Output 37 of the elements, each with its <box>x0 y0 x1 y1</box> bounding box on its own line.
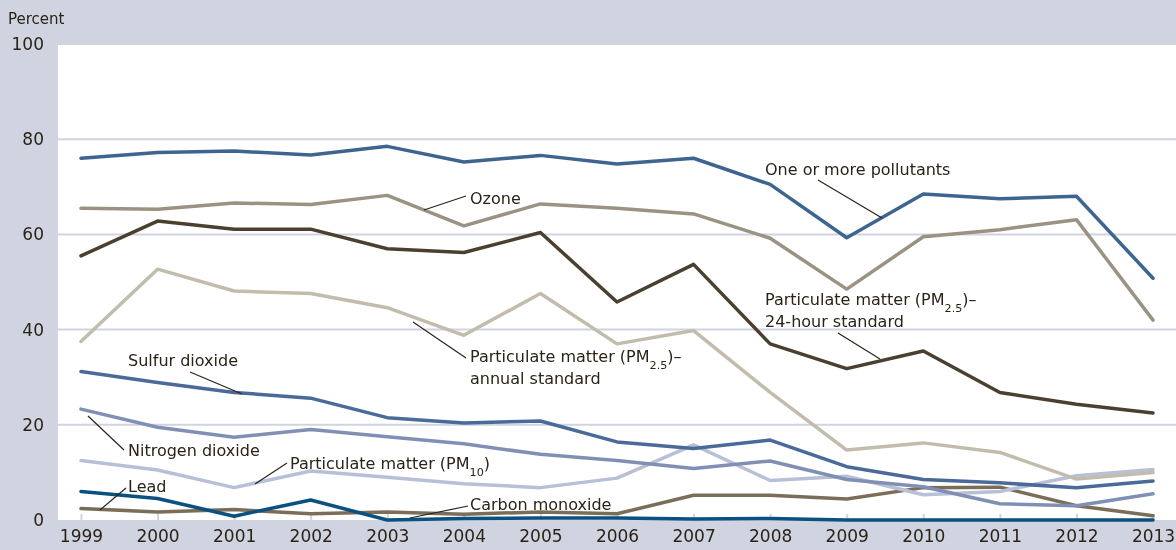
series-label: Sulfur dioxide <box>128 351 238 370</box>
line-series <box>79 144 1155 280</box>
y-tick-label: 0 <box>33 509 44 530</box>
series-label: Carbon monoxide <box>470 495 612 514</box>
y-tick-label: 100 <box>11 33 44 54</box>
x-tick-label: 2000 <box>136 526 180 547</box>
y-tick-label: 20 <box>22 414 44 435</box>
x-tick-label: 2012 <box>1055 526 1099 547</box>
series-label: One or more pollutants <box>765 160 951 179</box>
text: Particulate matter (PM$_{2.5}$)–24-hour standard <box>765 290 977 331</box>
y-tick-label: 40 <box>22 319 44 340</box>
x-tick-label: 2002 <box>289 526 333 547</box>
x-tick-label: 2008 <box>749 526 793 547</box>
y-tick-label: 80 <box>22 129 44 150</box>
x-tick-label: 2001 <box>212 526 257 547</box>
x-tick-label: 2007 <box>672 526 716 547</box>
x-tick-label: 2010 <box>902 526 946 547</box>
x-tick-label: 2003 <box>366 526 410 547</box>
line-series <box>79 443 1155 497</box>
line-series <box>79 407 1155 508</box>
x-tick-label: 2005 <box>519 526 563 547</box>
series-label: Ozone <box>470 189 521 208</box>
y-tick-label: 60 <box>22 224 44 245</box>
x-tick-label: 2004 <box>442 526 486 547</box>
line-series <box>79 369 1155 490</box>
y-axis-title: Percent <box>8 10 65 28</box>
x-tick-label: 2013 <box>1131 526 1176 547</box>
series-label: Lead <box>128 477 167 496</box>
line-series <box>79 267 1155 481</box>
line-series <box>79 219 1155 415</box>
x-tick-label: 2009 <box>825 526 869 547</box>
series-label: Particulate matter (PM$_{10}$) <box>290 454 491 479</box>
x-tick-label: 2006 <box>595 526 640 547</box>
x-tick-label: 2011 <box>978 526 1023 547</box>
text: Particulate matter (PM$_{2.5}$)–annual standard <box>470 347 682 388</box>
series-label: Nitrogen dioxide <box>128 441 260 460</box>
x-tick-label: 1999 <box>59 526 104 547</box>
